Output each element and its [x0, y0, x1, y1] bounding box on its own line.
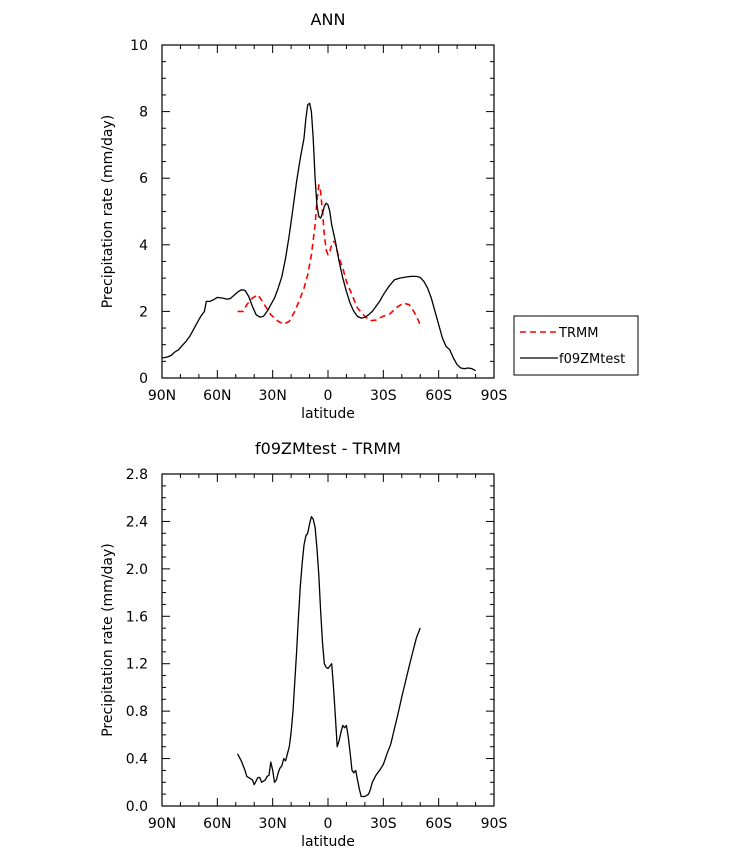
- x-tick-label: 90N: [148, 388, 176, 404]
- y-tick-label: 1.2: [126, 657, 148, 673]
- plot-frame: [161, 44, 495, 379]
- y-tick-label: 10: [130, 38, 148, 54]
- x-tick-label: 60N: [203, 388, 231, 404]
- x-tick-label: 30N: [259, 816, 287, 832]
- y-tick-label: 0.4: [126, 752, 148, 768]
- x-tick-label: 90S: [481, 388, 508, 404]
- x-tick-label: 30S: [370, 816, 397, 832]
- x-tick-label: 60S: [425, 388, 452, 404]
- y-tick-label: 2.4: [126, 514, 148, 530]
- legend-label-trmm: TRMM: [558, 326, 598, 341]
- y-tick-label: 0.8: [126, 704, 148, 720]
- x-tick-label: 30S: [370, 388, 397, 404]
- x-tick-label: 30N: [259, 388, 287, 404]
- series-line-trmm: [237, 184, 421, 326]
- plot-frame: [161, 473, 495, 807]
- x-axis-title: latitude: [301, 406, 355, 422]
- y-tick-label: 2: [139, 304, 148, 320]
- legend-label-f09zmtest: f09ZMtest: [559, 352, 625, 367]
- y-axis-title: Precipitation rate (mm/day): [100, 543, 116, 737]
- x-tick-label: 60S: [425, 816, 452, 832]
- chart-title: ANN: [311, 10, 346, 29]
- x-axis-title: latitude: [301, 834, 355, 850]
- y-tick-label: 0.0: [126, 799, 148, 815]
- y-tick-label: 4: [139, 238, 148, 254]
- y-tick-label: 0: [139, 371, 148, 387]
- x-tick-label: 60N: [203, 816, 231, 832]
- x-tick-label: 0: [324, 816, 333, 832]
- y-tick-label: 1.6: [126, 609, 148, 625]
- x-tick-label: 90S: [481, 816, 508, 832]
- y-axis-title: Precipitation rate (mm/day): [100, 115, 116, 309]
- y-tick-label: 8: [139, 105, 148, 121]
- y-tick-label: 6: [139, 171, 148, 187]
- legend: TRMM f09ZMtest: [513, 315, 639, 376]
- x-tick-label: 0: [324, 388, 333, 404]
- x-tick-label: 90N: [148, 816, 176, 832]
- series-line-difference: [237, 516, 421, 798]
- legend-box: [513, 315, 639, 376]
- chart-title: f09ZMtest - TRMM: [255, 439, 401, 458]
- y-tick-label: 2.0: [126, 562, 148, 578]
- series-line-f09zmtest: [161, 102, 476, 372]
- panel-difference-precipitation: f09ZMtest - TRMM 90N 60N 30N 0 30S 60S 90S 0.0 0.…: [100, 439, 507, 850]
- panel-annual-precipitation: ANN 90N 60N 30N 0 30S 60S 90S 0 2 4 6 8 10 latitude Pre…: [100, 10, 507, 422]
- y-tick-label: 2.8: [126, 467, 148, 483]
